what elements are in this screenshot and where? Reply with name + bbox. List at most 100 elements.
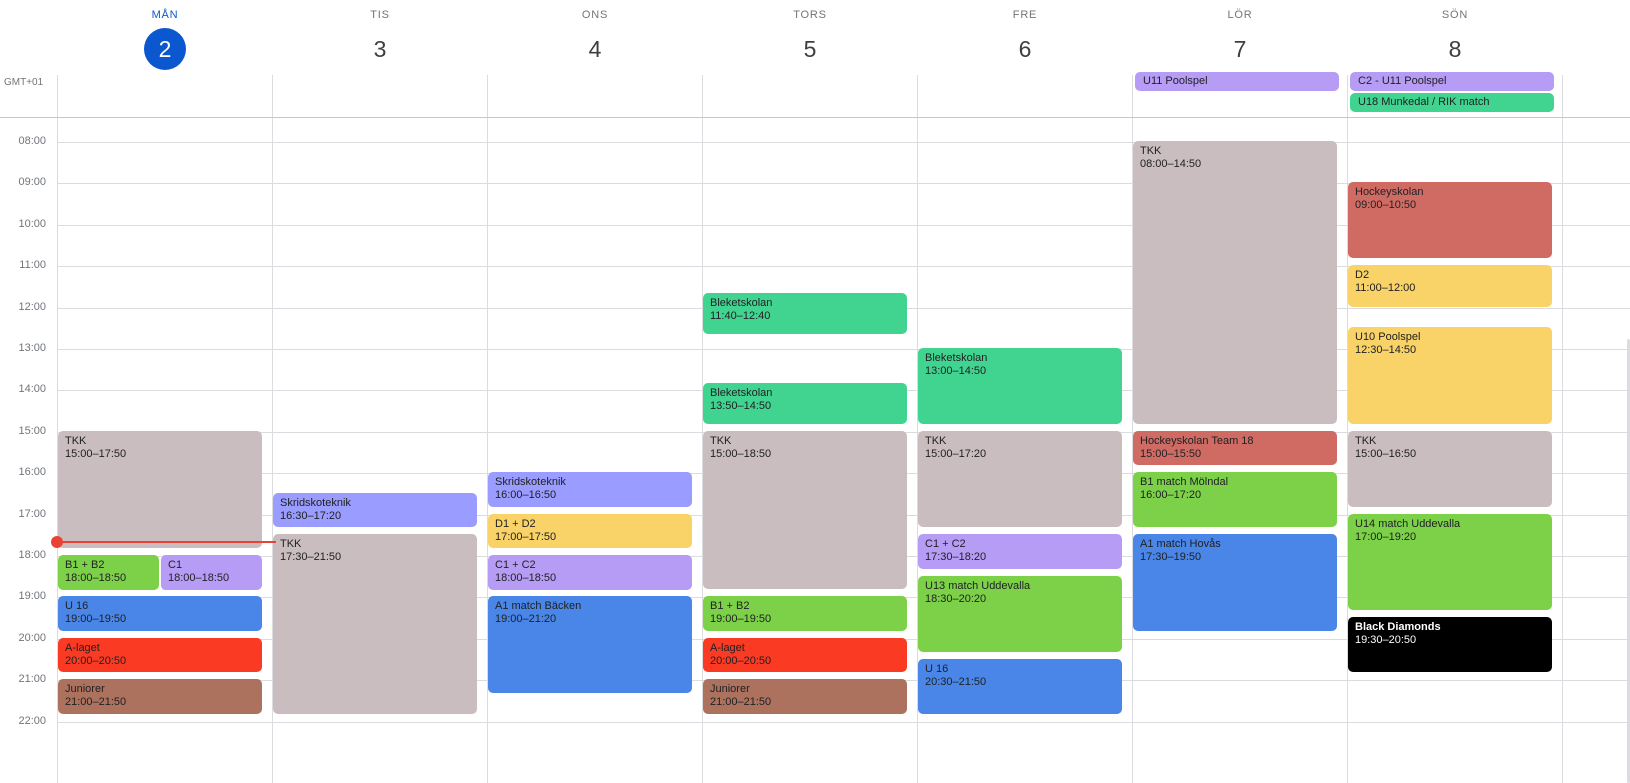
day-name: TIS bbox=[370, 9, 390, 21]
event-title: Juniorer bbox=[710, 683, 750, 696]
calendar-event[interactable]: TKK 15:00–17:20 bbox=[918, 430, 1122, 528]
day-column-divider bbox=[272, 75, 273, 783]
calendar-event[interactable]: TKK 15:00–17:50 bbox=[58, 430, 262, 549]
event-title: D1 + D2 bbox=[495, 517, 536, 530]
event-time: 15:00–17:50 bbox=[65, 447, 127, 460]
day-number[interactable]: 6 bbox=[1018, 36, 1032, 62]
calendar-event[interactable]: U10 Poolspel 12:30–14:50 bbox=[1348, 327, 1552, 424]
all-day-event[interactable]: C2 - U11 Poolspel bbox=[1350, 72, 1554, 91]
day-number[interactable]: 5 bbox=[803, 36, 817, 62]
event-title: Bleketskolan bbox=[710, 296, 773, 309]
calendar-event[interactable]: TKK 17:30–21:50 bbox=[273, 534, 477, 714]
calendar-event[interactable]: Bleketskolan 11:40–12:40 bbox=[703, 292, 907, 335]
all-day-event[interactable]: U18 Munkedal / RIK match bbox=[1350, 93, 1554, 112]
event-time: 18:00–18:50 bbox=[495, 572, 557, 584]
event-time: 09:00–10:50 bbox=[1355, 199, 1417, 212]
current-time-dot bbox=[51, 536, 63, 549]
event-title: Skridskoteknik bbox=[495, 476, 566, 489]
hour-label: 08:00 bbox=[18, 135, 46, 147]
all-day-event[interactable]: U11 Poolspel bbox=[1135, 72, 1339, 91]
event-title: TKK bbox=[1355, 434, 1377, 447]
event-time: 12:30–14:50 bbox=[1355, 344, 1417, 357]
event-title: C1 + C2 bbox=[495, 559, 536, 571]
calendar-event[interactable]: Bleketskolan 13:50–14:50 bbox=[703, 382, 907, 424]
day-name: TORS bbox=[793, 9, 827, 21]
event-time: 17:30–21:50 bbox=[280, 551, 342, 564]
day-header[interactable]: SÖN 8 bbox=[1348, 0, 1562, 75]
event-title: U 16 bbox=[65, 600, 89, 613]
hour-label: 21:00 bbox=[18, 673, 46, 685]
day-header[interactable]: TORS 5 bbox=[703, 0, 917, 75]
hour-label: 16:00 bbox=[18, 466, 46, 478]
vertical-scrollbar[interactable] bbox=[1627, 339, 1630, 783]
event-title: A-laget bbox=[710, 641, 745, 654]
calendar-event[interactable]: U14 match Uddevalla 17:00–19:20 bbox=[1348, 513, 1552, 611]
calendar-event[interactable]: Skridskoteknik 16:30–17:20 bbox=[273, 492, 477, 528]
event-time: 17:30–18:20 bbox=[925, 551, 987, 564]
calendar-event[interactable]: Skridskoteknik 16:00–16:50 bbox=[488, 472, 692, 507]
calendar-event[interactable]: U 16 19:00–19:50 bbox=[58, 596, 262, 631]
event-title: D2 bbox=[1355, 269, 1370, 282]
day-number[interactable]: 7 bbox=[1233, 36, 1247, 62]
calendar-event[interactable]: Juniorer 21:00–21:50 bbox=[703, 679, 907, 714]
calendar-event[interactable]: A-laget 20:00–20:50 bbox=[703, 637, 907, 673]
calendar-event[interactable]: C1 + C2 17:30–18:20 bbox=[918, 534, 1122, 569]
day-column-divider bbox=[1562, 75, 1563, 783]
hour-label: 10:00 bbox=[18, 218, 46, 230]
event-title: A1 match Bäcken bbox=[495, 600, 582, 613]
event-title: U 16 bbox=[925, 662, 949, 675]
calendar-event[interactable]: TKK 08:00–14:50 bbox=[1133, 141, 1337, 424]
calendar-event[interactable]: Hockeyskolan Team 18 15:00–15:50 bbox=[1133, 430, 1337, 466]
calendar-event[interactable]: A-laget 20:00–20:50 bbox=[58, 637, 262, 673]
event-time: 20:00–20:50 bbox=[65, 654, 127, 667]
day-column-divider bbox=[487, 75, 488, 783]
day-name: LÖR bbox=[1227, 9, 1253, 21]
calendar-event[interactable]: C1 18:00–18:50 bbox=[160, 555, 262, 590]
event-time: 19:00–19:50 bbox=[65, 613, 127, 626]
calendar-event[interactable]: Juniorer 21:00–21:50 bbox=[58, 679, 262, 714]
hour-gridline bbox=[57, 225, 1630, 226]
day-header[interactable]: TIS 3 bbox=[273, 0, 487, 75]
event-time: 13:00–14:50 bbox=[925, 365, 987, 377]
event-title: A1 match Hovås bbox=[1140, 538, 1221, 551]
event-time: 11:00–12:00 bbox=[1355, 282, 1416, 295]
day-name: SÖN bbox=[1441, 9, 1469, 21]
event-title: B1 match Mölndal bbox=[1140, 476, 1229, 489]
timezone-label: GMT+01 bbox=[4, 77, 44, 88]
event-title: B1 + B2 bbox=[710, 600, 750, 613]
day-header[interactable]: LÖR 7 bbox=[1133, 0, 1347, 75]
calendar-event[interactable]: D1 + D2 17:00–17:50 bbox=[488, 513, 692, 549]
hour-label: 15:00 bbox=[18, 425, 46, 437]
calendar-event[interactable]: A1 match Hovås 17:30–19:50 bbox=[1133, 534, 1337, 631]
calendar-event[interactable]: TKK 15:00–18:50 bbox=[703, 430, 907, 590]
calendar-event[interactable]: TKK 15:00–16:50 bbox=[1348, 430, 1552, 507]
day-number[interactable]: 3 bbox=[373, 36, 387, 62]
day-number[interactable]: 4 bbox=[588, 36, 602, 62]
day-header[interactable]: MÅN 2 bbox=[58, 0, 272, 75]
event-time: 19:30–20:50 bbox=[1355, 634, 1417, 647]
event-time: 16:00–16:50 bbox=[495, 489, 557, 502]
event-time: 17:30–19:50 bbox=[1140, 551, 1202, 564]
calendar-event[interactable]: B1 match Mölndal 16:00–17:20 bbox=[1133, 472, 1337, 528]
day-column-divider bbox=[702, 75, 703, 783]
calendar-event[interactable]: U 16 20:30–21:50 bbox=[918, 658, 1122, 714]
calendar-event[interactable]: D2 11:00–12:00 bbox=[1348, 265, 1552, 307]
day-header[interactable]: FRE 6 bbox=[918, 0, 1132, 75]
calendar-event[interactable]: C1 + C2 18:00–18:50 bbox=[488, 555, 692, 590]
hour-label: 22:00 bbox=[18, 715, 46, 727]
day-number[interactable]: 8 bbox=[1448, 36, 1462, 62]
day-header[interactable]: ONS 4 bbox=[488, 0, 702, 75]
calendar-event[interactable]: U13 match Uddevalla 18:30–20:20 bbox=[918, 575, 1122, 652]
day-number[interactable]: 2 bbox=[144, 28, 186, 70]
calendar-event[interactable]: Black Diamonds 19:30–20:50 bbox=[1348, 617, 1552, 673]
all-day-separator bbox=[0, 117, 1630, 118]
calendar-event[interactable]: A1 match Bäcken 19:00–21:20 bbox=[488, 596, 692, 693]
calendar-event[interactable]: B1 + B2 19:00–19:50 bbox=[703, 596, 907, 631]
calendar-event[interactable]: Hockeyskolan 09:00–10:50 bbox=[1348, 182, 1552, 259]
day-name: FRE bbox=[1012, 9, 1038, 21]
hour-label: 17:00 bbox=[18, 508, 46, 520]
hour-gridline bbox=[57, 183, 1630, 184]
event-title: TKK bbox=[65, 434, 87, 447]
calendar-event[interactable]: B1 + B2 18:00–18:50 bbox=[58, 555, 159, 590]
calendar-event[interactable]: Bleketskolan 13:00–14:50 bbox=[918, 348, 1122, 424]
